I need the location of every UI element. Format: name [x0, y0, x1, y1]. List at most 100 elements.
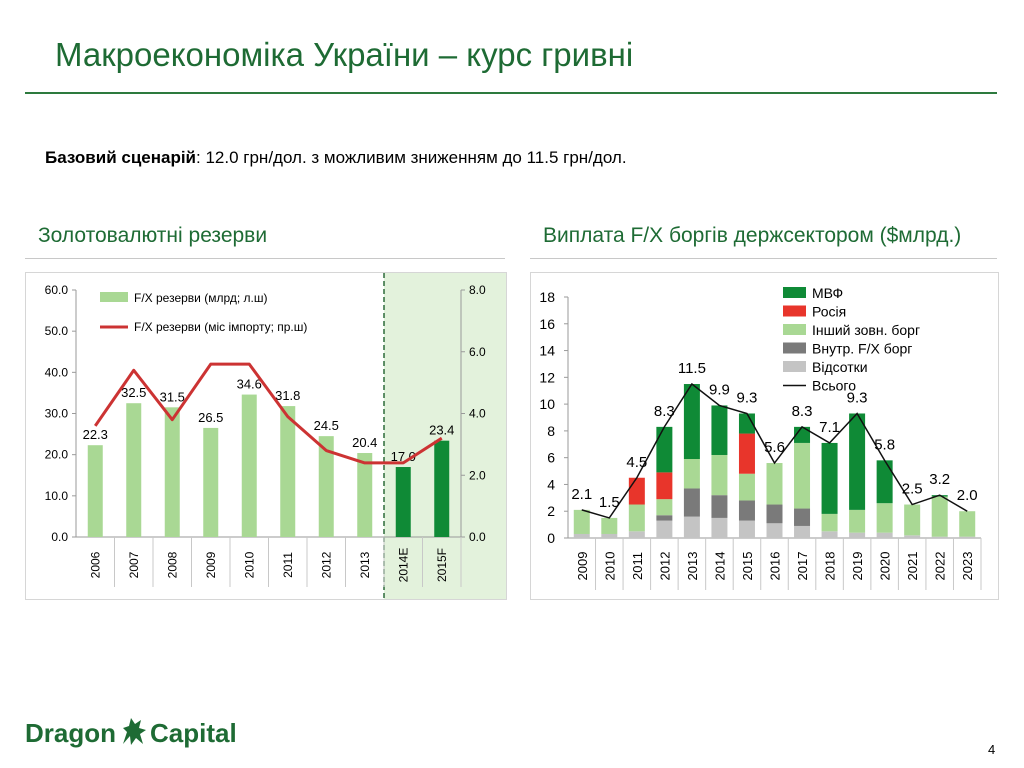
- stack-segment: [794, 442, 811, 509]
- reserve-bar: [434, 440, 450, 537]
- reserve-bar-label: 20.4: [352, 435, 377, 450]
- stack-segment: [738, 473, 755, 501]
- left-axis-tick-label: 60.0: [45, 283, 69, 297]
- right-axis-tick-label: 4.0: [469, 407, 486, 421]
- stack-segment: [876, 503, 893, 533]
- legend-label-total: Всього: [812, 378, 856, 394]
- total-data-label: 8.3: [792, 403, 813, 420]
- x-axis-tick-label: 2012: [657, 552, 672, 581]
- x-axis-tick-label: 2020: [878, 552, 893, 581]
- total-data-label: 9.9: [709, 381, 730, 398]
- stack-segment: [683, 488, 700, 517]
- legend-label-reserves: F/X резерви (млрд; л.ш): [134, 291, 268, 305]
- stack-segment: [931, 536, 948, 538]
- x-axis-tick-label: 2015: [740, 552, 755, 581]
- left-axis-tick-label: 20.0: [45, 448, 69, 462]
- x-axis-tick-label: 2015F: [435, 548, 449, 582]
- y-axis-tick-label: 10: [539, 396, 555, 412]
- x-axis-tick-label: 2023: [960, 552, 975, 581]
- stack-segment: [573, 509, 590, 534]
- debt-payments-chart: 0 2 4 6 8 10 12 14 16 18 2009 2010 2011 2012 2013 2014 2…: [539, 285, 982, 590]
- x-axis-tick-label: 2007: [127, 551, 141, 578]
- reserve-bar-label: 31.8: [275, 388, 300, 403]
- stack-segment: [711, 517, 728, 538]
- title-divider: [25, 92, 997, 94]
- x-axis-tick-label: 2013: [685, 552, 700, 581]
- stack-segment: [628, 504, 645, 532]
- stack-segment: [601, 533, 618, 538]
- reserve-bar-label: 22.3: [83, 427, 108, 442]
- x-axis-tick-label: 2014: [712, 552, 727, 581]
- stack-segment: [738, 520, 755, 538]
- reserve-bar: [280, 406, 296, 537]
- stack-segment: [821, 442, 838, 514]
- left-axis-tick-label: 50.0: [45, 324, 69, 338]
- x-axis-tick-label: 2010: [602, 552, 617, 581]
- debt-payments-chart-frame: 0 2 4 6 8 10 12 14 16 18 2009 2010 2011 2012 2013 2014 2…: [530, 272, 999, 600]
- legend-label: Внутр. F/X борг: [812, 341, 912, 357]
- stack-segment: [656, 499, 673, 516]
- x-axis-tick-label: 2017: [795, 552, 810, 581]
- scenario-value: : 12.0 грн/дол. з можливим зниженням до …: [196, 148, 627, 167]
- stack-segment: [628, 477, 645, 505]
- x-axis-tick-label: 2009: [204, 551, 218, 578]
- stack-segment: [959, 511, 976, 537]
- legend-label: Відсотки: [812, 359, 868, 375]
- logo-word-capital: Capital: [150, 718, 237, 748]
- total-data-label: 9.3: [737, 389, 758, 406]
- legend-label: Росія: [812, 304, 846, 320]
- x-axis-tick-label: 2011: [630, 552, 645, 580]
- total-line: [581, 382, 968, 519]
- right-section-title: Виплата F/X боргів держсектором ($млрд.): [543, 224, 962, 247]
- stack-segment: [738, 413, 755, 434]
- total-data-label: 3.2: [929, 471, 950, 488]
- legend-label-import-months: F/X резерви (міс імпорту; пр.ш): [134, 320, 307, 334]
- left-axis-tick-label: 30.0: [45, 407, 69, 421]
- stack-segment: [711, 495, 728, 518]
- legend-label: Інший зовн. борг: [812, 322, 920, 338]
- reserve-bar: [164, 407, 180, 537]
- stack-segment: [794, 525, 811, 538]
- stack-segment: [656, 472, 673, 500]
- reserve-bar: [126, 403, 142, 537]
- x-axis-tick-label: 2009: [575, 552, 590, 581]
- stack-segment: [711, 405, 728, 455]
- import-months-line: [94, 362, 443, 465]
- stack-segment: [738, 500, 755, 521]
- reserve-bar-label: 34.6: [237, 377, 262, 392]
- total-data-label: 2.1: [571, 486, 592, 503]
- stack-segment: [849, 532, 866, 538]
- reserve-bar-label: 31.5: [160, 389, 185, 404]
- x-axis-tick-label: 2016: [768, 552, 783, 581]
- y-axis-tick-label: 0: [547, 530, 555, 546]
- x-axis-tick-label: 2006: [88, 551, 102, 578]
- left-section-title: Золотовалютні резерви: [38, 224, 268, 247]
- stack-segment: [738, 433, 755, 474]
- reserve-bar: [395, 467, 411, 537]
- stack-segment: [656, 515, 673, 521]
- x-axis-tick-label: 2014E: [396, 548, 410, 583]
- total-data-label: 2.5: [902, 481, 923, 498]
- legend-swatch: [783, 287, 806, 298]
- total-data-label: 4.5: [626, 454, 647, 471]
- right-axis-tick-label: 2.0: [469, 468, 486, 482]
- logo-word-dragon: Dragon: [25, 718, 116, 748]
- x-axis-tick-label: 2013: [358, 551, 372, 578]
- right-section-divider: [530, 258, 997, 259]
- reserves-chart: 0.0 10.0 20.0 30.0 40.0 50.0 60.0 0.0 2.0 4.0 6.0 8…: [45, 273, 507, 599]
- y-axis-tick-label: 6: [547, 450, 555, 466]
- reserve-bar-label: 32.5: [121, 385, 146, 400]
- reserve-bar: [241, 394, 257, 537]
- x-axis-tick-label: 2008: [165, 551, 179, 578]
- total-data-label: 1.5: [599, 494, 620, 511]
- legend-swatch: [783, 361, 806, 372]
- forecast-shade: [384, 273, 507, 599]
- stack-segment: [821, 531, 838, 538]
- reserve-bar-label: 24.5: [314, 418, 339, 433]
- stack-segment: [711, 454, 728, 496]
- x-axis-tick-label: 2012: [319, 551, 333, 578]
- stack-segment: [904, 535, 921, 538]
- stack-segment: [683, 516, 700, 538]
- stack-segment: [959, 536, 976, 538]
- left-section-divider: [25, 258, 505, 259]
